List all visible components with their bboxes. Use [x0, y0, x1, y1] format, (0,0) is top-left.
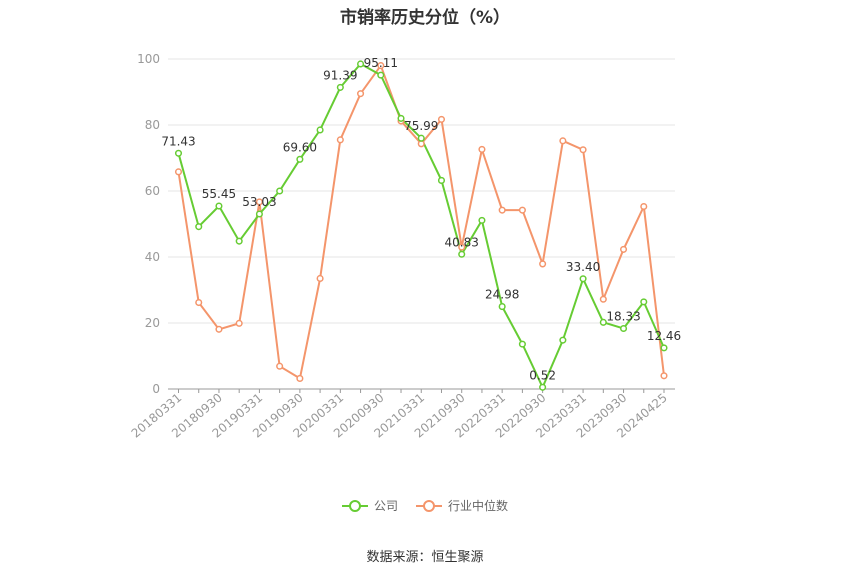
data-label-20230331: 33.40	[566, 260, 600, 274]
chart-title: 市销率历史分位（%）	[339, 8, 511, 28]
y-axis-ticks: 0 20 40 60 80 100	[137, 52, 160, 396]
y-tick-label-0: 0	[152, 382, 160, 396]
series-line-industry	[177, 63, 665, 380]
company-point-20230630	[599, 318, 607, 326]
company-point-20201231	[397, 114, 405, 122]
legend-industry-label: 行业中位数	[448, 499, 509, 513]
industry-point-20190630	[276, 362, 284, 370]
company-point-20220930	[539, 383, 547, 391]
data-label-20220331: 24.98	[485, 288, 519, 302]
company-point-20220630	[518, 340, 526, 348]
data-label-20190930: 69.60	[283, 140, 317, 154]
grid-lines	[168, 58, 675, 324]
company-point-20180930	[215, 202, 223, 210]
company-point-20221231	[559, 336, 567, 344]
industry-point-20190331	[255, 198, 263, 206]
company-point-20220331	[498, 303, 506, 311]
industry-point-20221231	[559, 137, 567, 145]
industry-point-20181231	[235, 319, 243, 327]
legend: 公司 行业中位数	[0, 497, 850, 514]
y-tick-label-20: 20	[145, 316, 160, 330]
data-label-20210930: 40.83	[445, 235, 479, 249]
y-tick-label-40: 40	[145, 250, 160, 264]
industry-point-20191231	[316, 274, 324, 283]
legend-industry-swatch	[416, 499, 442, 513]
y-tick-label-80: 80	[145, 118, 160, 132]
industry-point-20220630	[518, 206, 526, 214]
company-point-20240425	[660, 344, 668, 352]
industry-point-20230331	[579, 146, 587, 154]
industry-point-20180630	[195, 298, 203, 307]
company-point-20190930	[296, 155, 304, 163]
industry-point-20200331	[336, 136, 344, 144]
data-label-20200930: 95.11	[364, 56, 398, 70]
company-point-20230331	[579, 275, 587, 283]
company-point-20191231	[316, 126, 324, 134]
legend-item-industry[interactable]: 行业中位数	[416, 497, 508, 514]
data-label-20210331: 75.99	[404, 119, 438, 133]
company-point-20190331	[255, 210, 263, 218]
industry-point-20200630	[357, 90, 365, 98]
legend-company-swatch	[341, 499, 368, 513]
data-label-20240425: 12.46	[647, 329, 681, 343]
y-tick-label-100: 100	[137, 52, 160, 66]
series-line-company	[177, 62, 665, 390]
data-labels: 71.43 55.45 53.03 69.60 91.39 95.11 75.99 40.83…	[161, 56, 681, 382]
industry-point-20231231	[640, 202, 648, 211]
data-label-20190331: 53.03	[242, 195, 276, 209]
x-axis: 2018033120180930201903312019093020200331…	[129, 388, 675, 441]
industry-point-20220331	[498, 206, 506, 214]
industry-point-20230930	[619, 245, 628, 253]
series-points	[174, 60, 668, 391]
data-source: 数据来源：恒生聚源	[366, 550, 484, 565]
company-point-20181231	[235, 237, 243, 245]
company-point-20210331	[417, 134, 425, 142]
company-point-20180630	[195, 223, 203, 231]
company-point-20210630	[437, 176, 446, 184]
legend-item-company[interactable]: 公司	[341, 497, 398, 514]
company-point-20200331	[336, 83, 344, 91]
industry-point-20200930	[377, 62, 385, 70]
industry-point-20230630	[599, 295, 607, 303]
industry-point-20210331	[417, 140, 425, 148]
company-point-20200930	[377, 71, 385, 79]
company-point-20210930	[458, 250, 466, 258]
company-point-20231231	[640, 298, 648, 306]
industry-point-20240425	[660, 372, 668, 380]
data-label-20220930: 0.52	[529, 368, 556, 382]
industry-point-20190930	[296, 374, 304, 382]
legend-company-label: 公司	[373, 499, 398, 513]
industry-point-20210930	[458, 243, 466, 251]
company-point-20190630	[276, 187, 284, 195]
industry-point-20220930	[539, 260, 547, 268]
data-label-20180331: 71.43	[161, 134, 195, 148]
industry-point-20211231	[478, 145, 486, 153]
industry-point-20210630	[437, 115, 446, 123]
company-point-20200630	[357, 60, 365, 68]
company-point-20211231	[478, 216, 486, 224]
company-point-20180331	[174, 149, 183, 157]
y-tick-label-60: 60	[145, 184, 160, 198]
series-lines	[177, 62, 665, 390]
data-label-20200331: 91.39	[323, 68, 357, 82]
industry-point-20180930	[215, 325, 223, 333]
company-point-20230930	[619, 324, 628, 333]
data-label-20230930: 18.33	[606, 310, 640, 324]
data-label-20180930: 55.45	[202, 187, 236, 201]
industry-point-20180331	[174, 168, 183, 176]
